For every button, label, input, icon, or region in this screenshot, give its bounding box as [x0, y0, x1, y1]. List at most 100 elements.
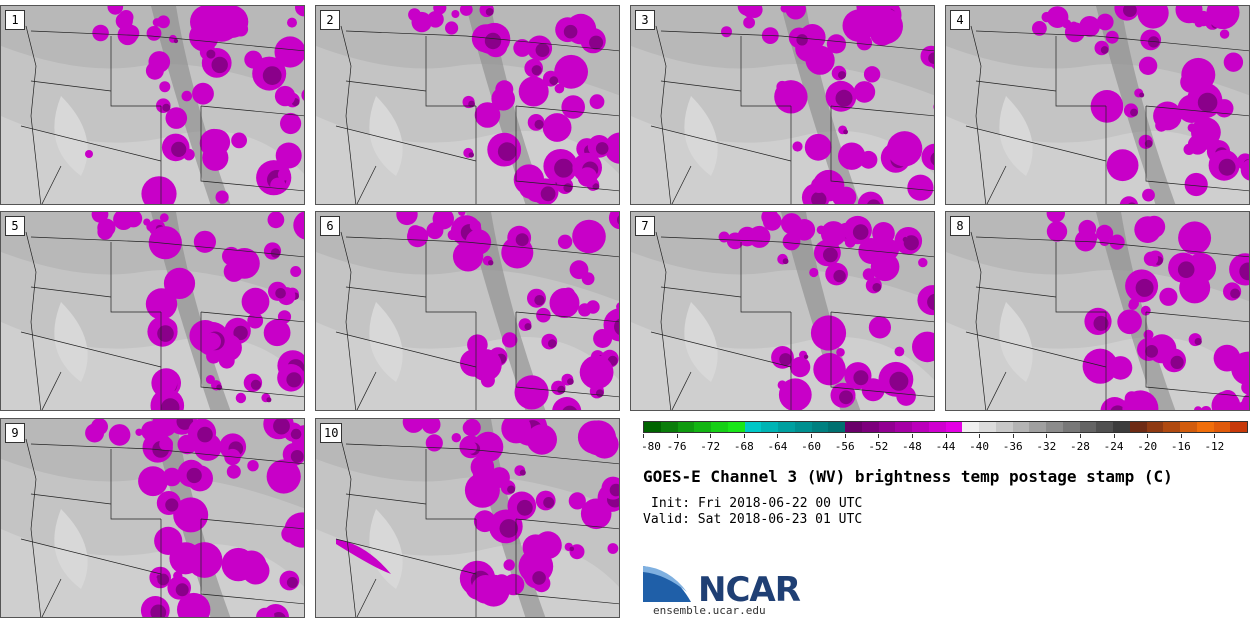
postage-stamp-panel: 3 [630, 5, 935, 205]
panel-label: 2 [320, 10, 340, 30]
colorbar-swatch [794, 422, 812, 432]
colorbar-tick-label: -52 [868, 440, 889, 453]
colorbar-swatch [1046, 422, 1063, 432]
valid-time: Valid: Sat 2018-06-23 01 UTC [643, 512, 863, 527]
postage-stamp-panel: 4 [945, 5, 1250, 205]
colorbar-tick-label: -36 [1002, 440, 1023, 453]
colorbar-swatch [945, 422, 963, 432]
colorbar-swatch [895, 422, 912, 432]
colorbar-tick-label: -40 [969, 440, 990, 453]
colorbar-tick-label: -32 [1036, 440, 1057, 453]
colorbar-swatch [811, 422, 829, 432]
panel-label: 10 [320, 423, 343, 443]
colorbar-tick-label: -80 [641, 440, 661, 453]
colorbar-tick [1214, 434, 1216, 438]
colorbar-tick [979, 434, 981, 438]
colorbar-tick [643, 434, 644, 438]
colorbar-swatch [1129, 422, 1147, 432]
colorbar-tick [911, 434, 913, 438]
colorbar-tick-label: -44 [935, 440, 956, 453]
colorbar-swatch [1163, 422, 1180, 432]
colorbar-tick [676, 434, 678, 438]
colorbar-tick [1180, 434, 1182, 438]
colorbar-swatch [1196, 422, 1214, 432]
colorbar-ticks: -80 -76 -72 -68 -64 -60 -56 -52 -48 -44 -40 -36 -32-… [641, 434, 1248, 456]
logo-text: NCAR [698, 570, 801, 610]
colorbar-swatch [1180, 422, 1197, 432]
postage-stamp-panel: 2 [315, 5, 620, 205]
panel-label: 7 [635, 216, 655, 236]
postage-stamp-panel: 1 [0, 5, 305, 205]
panel-label: 4 [950, 10, 970, 30]
colorbar-swatch [861, 422, 879, 432]
colorbar-swatch [644, 422, 661, 432]
colorbar-swatch [878, 422, 896, 432]
colorbar-tick [878, 434, 880, 438]
colorbar-swatch [1230, 422, 1247, 432]
colorbar-swatch [928, 422, 946, 432]
colorbar-tick [811, 434, 813, 438]
colorbar-tick [1079, 434, 1081, 438]
colorbar-swatch [1213, 422, 1231, 432]
colorbar-swatch [1079, 422, 1097, 432]
colorbar-tick-label: -72 [700, 440, 721, 453]
logo-url: ensemble.ucar.edu [653, 604, 766, 617]
figure-title: GOES-E Channel 3 (WV) brightness temp po… [643, 467, 1173, 486]
colorbar-tick [945, 434, 947, 438]
colorbar-tick [777, 434, 779, 438]
colorbar-swatch [1012, 422, 1030, 432]
colorbar-tick [1113, 434, 1115, 438]
colorbar-tick-label: -24 [1103, 440, 1124, 453]
postage-stamp-panel: 9 [0, 418, 305, 618]
postage-stamp-panel: 8 [945, 211, 1250, 411]
colorbar-tick-label: -16 [1170, 440, 1191, 453]
colorbar-swatch [1062, 422, 1080, 432]
init-time: Init: Fri 2018-06-22 00 UTC [651, 496, 863, 511]
postage-stamp-panel: 5 [0, 211, 305, 411]
colorbar-tick-label: -12 [1204, 440, 1225, 453]
colorbar-swatch [979, 422, 996, 432]
colorbar-tick [1046, 434, 1048, 438]
colorbar-swatch [761, 422, 778, 432]
colorbar-swatch [711, 422, 728, 432]
colorbar-tick [710, 434, 712, 438]
panel-label: 5 [5, 216, 25, 236]
panel-label: 9 [5, 423, 25, 443]
panel-label: 8 [950, 216, 970, 236]
colorbar-tick-label: -60 [801, 440, 821, 453]
colorbar-swatch [694, 422, 711, 432]
colorbar-swatch [1029, 422, 1046, 432]
colorbar-tick [1147, 434, 1149, 438]
postage-stamp-panel: 7 [630, 211, 935, 411]
panel-label: 3 [635, 10, 655, 30]
postage-stamp-panel: 10 [315, 418, 620, 618]
colorbar-tick-label: -28 [1070, 440, 1090, 453]
colorbar-tick-label: -20 [1137, 440, 1158, 453]
postage-stamp-panel: 6 [315, 211, 620, 411]
colorbar-swatch [828, 422, 845, 432]
colorbar-swatch [1146, 422, 1164, 432]
colorbar-tick [1012, 434, 1014, 438]
colorbar-tick-label: -68 [733, 440, 754, 453]
colorbar-tick [743, 434, 745, 438]
colorbar-swatch [912, 422, 929, 432]
colorbar-swatch [995, 422, 1013, 432]
colorbar-tick-label: -64 [767, 440, 788, 453]
colorbar-swatch [962, 422, 979, 432]
colorbar-swatch [1113, 422, 1130, 432]
ncar-logo-icon [643, 566, 691, 602]
colorbar-swatch [845, 422, 862, 432]
colorbar-swatch [744, 422, 762, 432]
colorbar-swatch [778, 422, 795, 432]
panel-label: 6 [320, 216, 340, 236]
colorbar-swatch [677, 422, 695, 432]
colorbar-swatch [660, 422, 678, 432]
colorbar-tick-label: -76 [666, 440, 687, 453]
colorbar-tick [844, 434, 846, 438]
colorbar-tick-label: -48 [901, 440, 922, 453]
colorbar [643, 421, 1248, 433]
colorbar-swatch [1096, 422, 1113, 432]
colorbar-swatch [727, 422, 745, 432]
colorbar-tick-label: -56 [834, 440, 855, 453]
panel-label: 1 [5, 10, 25, 30]
